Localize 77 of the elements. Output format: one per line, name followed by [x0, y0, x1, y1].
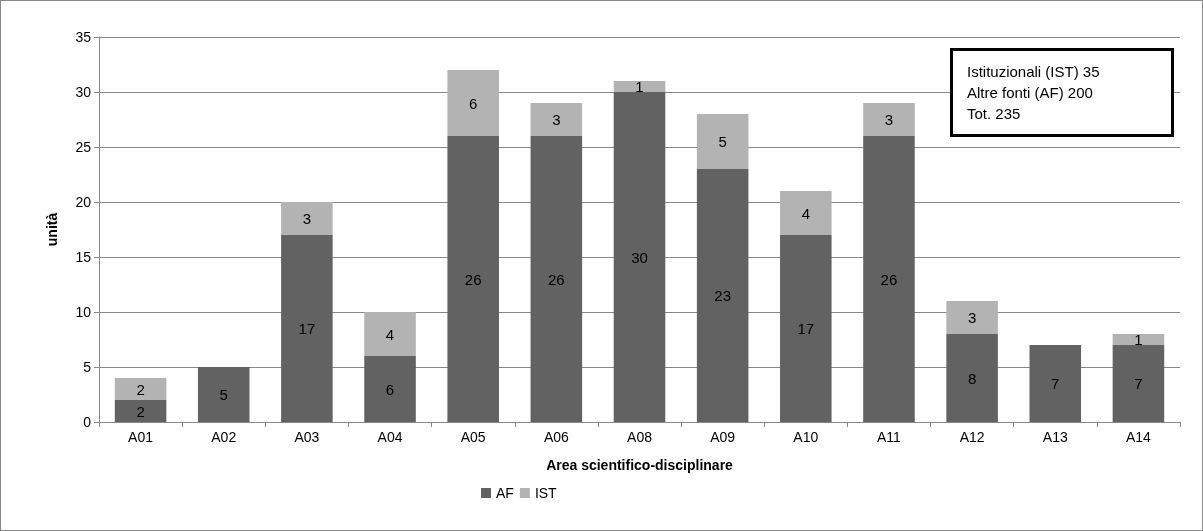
- data-label: 3: [884, 111, 894, 128]
- text-box: Istituzionali (IST) 35 Altre fonti (AF) 200 Tot. 235: [950, 48, 1174, 137]
- data-label: 6: [469, 94, 478, 112]
- bar: [364, 356, 416, 422]
- bar: [863, 136, 915, 422]
- x-tick-label: A10: [793, 429, 819, 445]
- bar: [114, 400, 167, 422]
- data-label: 4: [801, 204, 810, 222]
- y-tick-label: 25: [75, 139, 92, 155]
- annotation: Tot. 235: [967, 104, 1022, 124]
- data-label: 8: [967, 369, 977, 387]
- data-label: 5: [718, 133, 727, 150]
- legend-label: IST: [534, 485, 558, 501]
- bar: [780, 191, 832, 235]
- y-tick-label: 0: [83, 414, 92, 430]
- data-label: 23: [714, 287, 731, 304]
- data-label: 30: [631, 248, 648, 266]
- bar: [1112, 345, 1165, 422]
- bar: [530, 103, 583, 136]
- bar: [946, 301, 998, 334]
- y-tick-label: 30: [75, 84, 92, 100]
- x-tick-label: A13: [1042, 429, 1068, 445]
- x-tick-label: A05: [460, 429, 486, 445]
- bar: [1029, 345, 1082, 422]
- x-tick-label: A02: [211, 429, 237, 445]
- data-label: 7: [1134, 375, 1143, 392]
- y-tick-label: 35: [75, 29, 92, 45]
- data-label: 3: [302, 210, 312, 227]
- x-tick-label: A12: [959, 429, 985, 445]
- y-tick-label: 10: [75, 304, 92, 320]
- bar: [613, 81, 666, 92]
- data-label: 26: [548, 270, 565, 288]
- data-label: 2: [136, 402, 145, 420]
- x-tick-label: A04: [377, 429, 403, 445]
- bar: [281, 202, 333, 235]
- bar: [863, 103, 915, 136]
- data-label: 1: [635, 78, 644, 95]
- bar: [364, 312, 416, 356]
- bar: [114, 378, 167, 400]
- annotation: Altre fonti (AF) 200: [967, 83, 1094, 103]
- y-axis-title: unità: [44, 212, 60, 247]
- bar: [1112, 334, 1165, 345]
- x-tick-label: A01: [128, 429, 154, 445]
- y-tick-label: 15: [75, 249, 92, 265]
- data-label: 3: [967, 309, 977, 326]
- data-label: 4: [385, 325, 395, 343]
- bar: [696, 169, 749, 422]
- data-label: 5: [219, 386, 228, 403]
- data-label: 6: [385, 380, 395, 398]
- x-tick-label: A06: [543, 429, 570, 445]
- data-label: 1: [1134, 331, 1143, 348]
- x-axis-title: Area scientifico-disciplinare: [546, 457, 734, 473]
- data-label: 26: [880, 270, 898, 288]
- legend-label: AF: [496, 485, 514, 501]
- x-tick-label: A11: [877, 429, 902, 445]
- bar: [946, 334, 998, 422]
- bar: [447, 70, 499, 136]
- bar: [447, 136, 499, 422]
- x-tick-label: A14: [1125, 429, 1152, 445]
- data-label: 26: [464, 270, 482, 288]
- y-tick-label: 20: [75, 194, 92, 210]
- data-label: 2: [136, 380, 145, 398]
- bar: [530, 136, 583, 422]
- bar: [780, 235, 832, 422]
- bar: [281, 235, 333, 422]
- x-tick-label: A08: [627, 429, 653, 445]
- annotation: Istituzionali (IST) 35: [967, 62, 1101, 82]
- data-label: 3: [552, 111, 561, 128]
- bar: [613, 92, 666, 422]
- x-tick-label: A03: [294, 429, 320, 445]
- bar: [197, 367, 250, 422]
- y-tick-label: 5: [83, 359, 92, 375]
- data-label: 17: [797, 320, 815, 337]
- data-label: 17: [298, 320, 316, 337]
- bar: [696, 114, 749, 169]
- x-tick-label: A09: [710, 429, 736, 445]
- data-label: 7: [1051, 375, 1060, 392]
